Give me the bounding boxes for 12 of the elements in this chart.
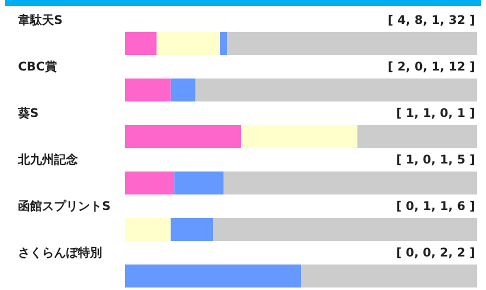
- annotation: [ 1, 1, 0, 1 ]: [396, 106, 475, 120]
- y-tick-label: 北九州記念: [17, 152, 79, 166]
- annotation: [ 2, 0, 1, 12 ]: [388, 60, 475, 74]
- annotation: [ 1, 0, 1, 5 ]: [396, 152, 475, 166]
- y-tick-label: さくらんぼ特別: [18, 246, 102, 260]
- y-tick-label: 韋駄天S: [17, 13, 63, 27]
- y-tick-label: 函館スプリントS: [18, 199, 111, 213]
- y-tick-label: 葵S: [17, 106, 39, 120]
- annotation: [ 4, 8, 1, 32 ]: [388, 13, 475, 27]
- annotation: [ 0, 0, 2, 2 ]: [396, 246, 475, 260]
- y-tick-label: CBC賞: [18, 60, 57, 74]
- annotation: [ 0, 1, 1, 6 ]: [396, 199, 475, 213]
